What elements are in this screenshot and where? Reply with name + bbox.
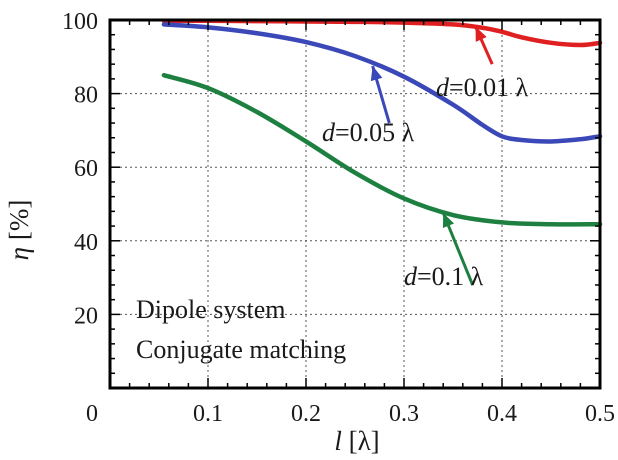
x-axis-label: l [λ] (334, 426, 379, 456)
series-line-1 (161, 22, 603, 144)
x-tick-label: 0.5 (585, 401, 615, 427)
series-label-d001: d=0.01 λ (436, 73, 529, 102)
y-tick-label: 20 (74, 303, 98, 329)
axis-ticks (109, 19, 601, 389)
x-tick-label: 0 (86, 401, 98, 427)
x-tick-label: 0.4 (487, 401, 517, 427)
series-label-d01: d=0.1 λ (404, 262, 484, 291)
y-tick-label: 80 (74, 83, 98, 109)
x-tick-label: 0.3 (389, 401, 419, 427)
grid (110, 20, 600, 388)
arrowhead-0 (475, 26, 487, 42)
y-tick-label: 60 (74, 156, 98, 182)
y-axis-label: η [%] (4, 200, 34, 261)
series-label-d005: d=0.05 λ (322, 118, 415, 147)
x-tick-label: 0.1 (193, 401, 223, 427)
annotation-dipole-system: Dipole system (136, 295, 286, 324)
tick-labels: 0 0.1 0.2 0.3 0.4 0.5 20 40 60 80 100 (62, 9, 615, 427)
y-tick-label: 40 (74, 230, 98, 256)
series-line-0 (161, 18, 603, 48)
annotation-conjugate-matching: Conjugate matching (136, 335, 346, 364)
arrowhead-1 (370, 66, 383, 82)
series-line-2 (161, 72, 603, 227)
y-tick-label: 100 (62, 9, 98, 35)
x-tick-label: 0.2 (291, 401, 321, 427)
series-arrows (370, 26, 494, 286)
arrowhead-2 (442, 212, 455, 229)
plot-frame (108, 18, 602, 390)
